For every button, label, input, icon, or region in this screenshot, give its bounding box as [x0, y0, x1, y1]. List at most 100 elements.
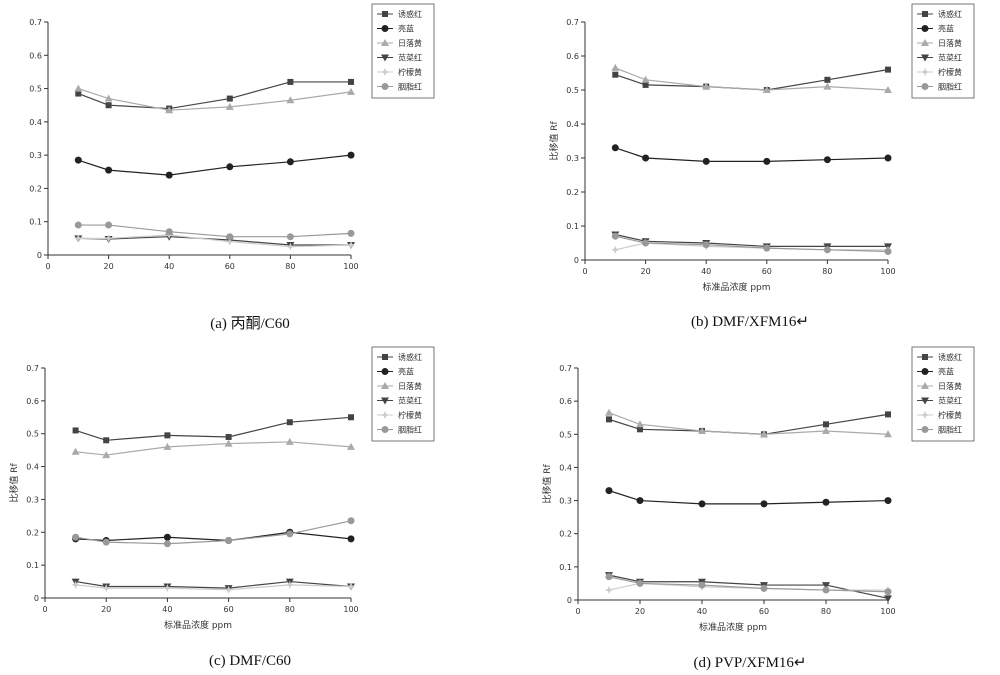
chart-a-legend-label: 诱惑红: [398, 9, 422, 19]
chart-d-x-tick-label: 100: [880, 607, 895, 616]
chart-c-x-tick-label: 20: [101, 605, 111, 614]
chart-b-y-tick-label: 0.5: [566, 86, 579, 95]
chart-c-data-point: [73, 427, 79, 433]
chart-d-legend: 诱惑红亮蓝日落黄苋菜红柠檬黄胭脂红: [912, 347, 974, 441]
chart-d-legend-label: 柠檬黄: [938, 410, 962, 420]
chart-d-series-line: [609, 413, 888, 435]
chart-a-caption: (a) 丙酮/C60: [0, 312, 500, 333]
chart-b-legend-label: 日落黄: [938, 38, 962, 48]
chart-d-legend-label: 亮蓝: [938, 367, 954, 377]
chart-c-svg: 02040608010000.10.20.30.40.50.60.7标准品浓度 …: [0, 337, 500, 674]
chart-d-x-tick-label: 0: [575, 607, 580, 616]
chart-b-series-2: [612, 144, 892, 165]
chart-b-data-point: [612, 144, 619, 151]
chart-c-x-tick-label: 100: [343, 605, 358, 614]
chart-a-data-point: [287, 79, 293, 85]
chart-a-data-point: [105, 167, 112, 174]
chart-a-y-tick-label: 0.2: [29, 184, 42, 193]
chart-d-data-point: [699, 582, 706, 589]
chart-a-series-3: [74, 85, 355, 114]
chart-d-data-point: [605, 586, 613, 594]
chart-c-y-tick-label: 0.5: [26, 430, 39, 439]
chart-d-y-tick-label: 0.5: [559, 430, 572, 439]
chart-d-data-point: [606, 573, 613, 580]
chart-panel-c: 02040608010000.10.20.30.40.50.60.7标准品浓度 …: [0, 337, 500, 674]
chart-c-y-tick-label: 0: [34, 594, 39, 603]
chart-a-svg: 02040608010000.10.20.30.40.50.60.7诱惑红亮蓝日…: [0, 0, 500, 337]
chart-c-y-tick-label: 0.7: [26, 364, 39, 373]
chart-d-x-axis-label: 标准品浓度 ppm: [699, 621, 767, 633]
chart-b-x-tick-label: 60: [762, 267, 772, 276]
chart-a-legend-swatch-marker: [382, 11, 388, 17]
chart-panel-a: 02040608010000.10.20.30.40.50.60.7诱惑红亮蓝日…: [0, 0, 500, 337]
chart-a-data-point: [75, 222, 82, 229]
chart-c-legend: 诱惑红亮蓝日落黄苋菜红柠檬黄胭脂红: [372, 347, 434, 441]
chart-c-caption: (c) DMF/C60: [0, 653, 500, 670]
chart-d-data-point: [761, 585, 768, 592]
chart-d-legend-label: 苋菜红: [938, 396, 962, 406]
chart-c-data-point: [103, 539, 110, 546]
chart-a-y-tick-label: 0.4: [29, 118, 42, 127]
chart-c-x-axis-label: 标准品浓度 ppm: [164, 619, 232, 631]
chart-d-data-point: [885, 497, 892, 504]
chart-a-legend-label: 柠檬黄: [398, 67, 422, 77]
chart-d-svg: 02040608010000.10.20.30.40.50.60.7标准品浓度 …: [500, 337, 1000, 674]
chart-b-data-point: [612, 233, 619, 240]
chart-b-x-axis-label: 标准品浓度 ppm: [702, 281, 770, 293]
chart-b-y-tick-label: 0.7: [566, 18, 579, 27]
chart-d-data-point: [606, 487, 613, 494]
chart-a-data-point: [75, 157, 82, 164]
chart-a-data-point: [106, 102, 112, 108]
chart-c-legend-label: 亮蓝: [398, 367, 414, 377]
chart-a-data-point: [226, 163, 233, 170]
chart-d-legend-label: 胭脂红: [938, 425, 962, 435]
chart-b-data-point: [763, 245, 770, 252]
chart-c-data-point: [164, 534, 171, 541]
chart-c-series-3: [72, 438, 355, 458]
chart-d-data-point: [699, 500, 706, 507]
chart-d-y-axis-label: 比移值 Rf: [541, 464, 553, 504]
chart-b-y-tick-label: 0.3: [566, 154, 579, 163]
chart-c-series-line: [76, 417, 351, 440]
chart-b-legend-label: 亮蓝: [938, 24, 954, 34]
chart-d-data-point: [823, 421, 829, 427]
chart-b-data-point: [642, 240, 649, 247]
chart-b-series-line: [615, 235, 888, 247]
chart-b-x-tick-label: 0: [582, 267, 587, 276]
chart-b-legend-swatch-marker: [922, 25, 929, 32]
chart-a-legend-swatch-marker: [382, 83, 389, 90]
chart-d-data-point: [605, 409, 613, 416]
chart-d-data-point: [885, 588, 892, 595]
chart-a-legend-label: 亮蓝: [398, 24, 414, 34]
chart-d-caption: (d) PVP/XFM16↵: [500, 653, 1000, 672]
chart-d-y-tick-label: 0.1: [559, 563, 572, 572]
chart-d-legend-label: 诱惑红: [938, 352, 962, 362]
chart-c-x-tick-label: 80: [285, 605, 295, 614]
chart-a-y-tick-label: 0.6: [29, 51, 42, 60]
chart-d-y-tick-label: 0.6: [559, 397, 572, 406]
chart-c-data-point: [287, 419, 293, 425]
chart-a-data-point: [347, 88, 355, 95]
chart-d-data-point: [823, 499, 830, 506]
chart-a-data-point: [105, 222, 112, 229]
chart-b-x-tick-label: 20: [641, 267, 651, 276]
chart-c-data-point: [225, 537, 232, 544]
chart-a-x-tick-label: 100: [343, 262, 358, 271]
chart-c-x-tick-label: 60: [224, 605, 234, 614]
chart-c-legend-swatch-marker: [382, 368, 389, 375]
chart-b-legend-swatch-marker: [922, 83, 929, 90]
chart-a-y-tick-label: 0.1: [29, 218, 42, 227]
chart-d-data-point: [884, 595, 892, 602]
chart-a-data-point: [74, 85, 82, 92]
chart-a-x-tick-label: 20: [104, 262, 114, 271]
chart-d-series-3: [605, 409, 892, 438]
chart-b-series-line: [615, 70, 888, 90]
chart-c-y-tick-label: 0.3: [26, 495, 39, 504]
chart-d-y-tick-label: 0.2: [559, 530, 572, 539]
chart-b-legend-label: 苋菜红: [938, 53, 962, 63]
chart-a-x-tick-label: 60: [225, 262, 235, 271]
chart-a-data-point: [166, 228, 173, 235]
chart-a-series-line: [78, 225, 351, 237]
chart-c-data-point: [72, 534, 79, 541]
chart-c-series-line: [76, 442, 351, 455]
